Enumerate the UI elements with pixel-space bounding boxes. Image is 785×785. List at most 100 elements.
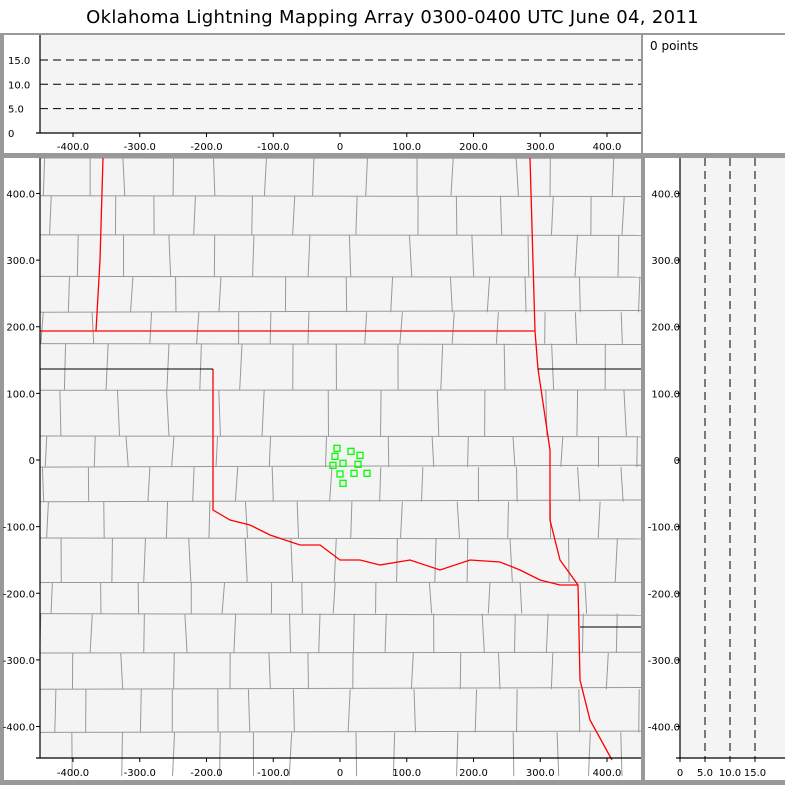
county-line: [516, 467, 518, 502]
county-line: [39, 687, 642, 690]
county-line: [116, 390, 121, 437]
station-marker: [339, 479, 347, 487]
county-line: [449, 276, 453, 313]
county-line: [233, 613, 237, 654]
side-x-tick-label: 10.0: [719, 768, 741, 779]
county-line: [122, 157, 126, 196]
county-line: [312, 157, 315, 196]
county-line: [218, 390, 221, 437]
side-x-tick-label: 0: [677, 768, 683, 779]
station-marker: [329, 461, 337, 469]
county-line: [556, 732, 560, 777]
county-line: [355, 195, 358, 235]
county-line: [487, 582, 491, 614]
county-line: [39, 651, 642, 654]
county-line: [39, 730, 642, 733]
county-line: [390, 276, 394, 313]
map-y-tick-label: 200.0: [6, 323, 35, 334]
county-line: [49, 195, 52, 235]
county-line: [611, 157, 615, 196]
map-y-tick-label: 0: [29, 456, 35, 467]
top-x-tick-label: -100.0: [257, 142, 289, 153]
side-y-tick-label: -400.0: [648, 723, 680, 734]
county-line: [130, 276, 134, 313]
county-line: [125, 435, 129, 468]
county-line: [515, 157, 519, 196]
map-y-tick-label: 100.0: [6, 389, 35, 400]
county-line: [261, 390, 265, 437]
county-line: [620, 732, 623, 777]
county-line: [550, 195, 554, 235]
county-line: [380, 390, 382, 437]
county-line: [440, 343, 444, 391]
map-y-tick-label: -400.0: [3, 723, 35, 734]
county-line: [39, 195, 642, 197]
county-line: [166, 390, 170, 437]
county-line: [192, 467, 195, 502]
county-line: [474, 689, 478, 733]
county-line: [352, 613, 355, 654]
county-line: [39, 309, 642, 313]
county-line: [39, 613, 642, 616]
station-marker: [356, 451, 364, 459]
county-borders: [39, 157, 642, 777]
county-line: [347, 689, 351, 733]
county-line: [147, 467, 151, 502]
county-line: [495, 312, 499, 344]
top-x-tick-label: -200.0: [190, 142, 222, 153]
county-line: [623, 390, 627, 437]
county-line: [271, 467, 274, 502]
map-plot-area: [40, 158, 641, 758]
top-y-tick-label: 0: [8, 129, 14, 140]
county-line: [165, 501, 169, 538]
county-line: [499, 195, 503, 235]
county-line: [431, 435, 435, 468]
county-line: [428, 582, 433, 614]
county-line: [420, 467, 424, 502]
county-line: [614, 537, 618, 583]
county-line: [638, 276, 641, 313]
county-line: [333, 537, 337, 583]
top-x-tick-label: -400.0: [57, 142, 89, 153]
side-y-tick-label: 0: [674, 456, 680, 467]
station-marker: [333, 444, 341, 452]
state-border-co-ks: [95, 157, 104, 332]
county-line: [486, 276, 491, 313]
county-line: [44, 435, 48, 468]
county-line: [234, 467, 239, 502]
points-count: 0 points: [650, 39, 699, 53]
county-line: [332, 582, 336, 614]
station-marker: [363, 469, 371, 477]
county-line: [512, 435, 516, 468]
county-line: [269, 312, 272, 344]
county-line: [481, 613, 485, 654]
county-line: [91, 312, 95, 344]
county-line: [545, 613, 549, 654]
station-marker: [336, 470, 344, 478]
county-line: [212, 157, 216, 196]
county-line: [239, 343, 243, 391]
county-line: [218, 276, 222, 313]
county-line: [39, 435, 642, 438]
county-line: [139, 689, 142, 733]
county-line: [560, 435, 564, 468]
county-line: [54, 689, 57, 733]
side-x-tick-label: 15.0: [744, 768, 766, 779]
county-line: [244, 537, 248, 583]
station-marker: [347, 447, 355, 455]
county-line: [567, 537, 570, 583]
map-x-tick-label: 100.0: [392, 768, 421, 779]
map-x-tick-label: -100.0: [257, 768, 289, 779]
county-line: [551, 343, 555, 391]
county-line: [268, 652, 271, 690]
county-line: [400, 501, 403, 538]
map-y-tick-label: 300.0: [6, 256, 35, 267]
county-line: [307, 234, 311, 277]
county-line: [329, 467, 333, 502]
county-line: [46, 501, 49, 538]
county-line: [620, 312, 623, 344]
county-line: [307, 652, 309, 690]
side-plot-area: [680, 158, 785, 758]
plot-title: Oklahoma Lightning Mapping Array 0300-04…: [0, 0, 785, 33]
